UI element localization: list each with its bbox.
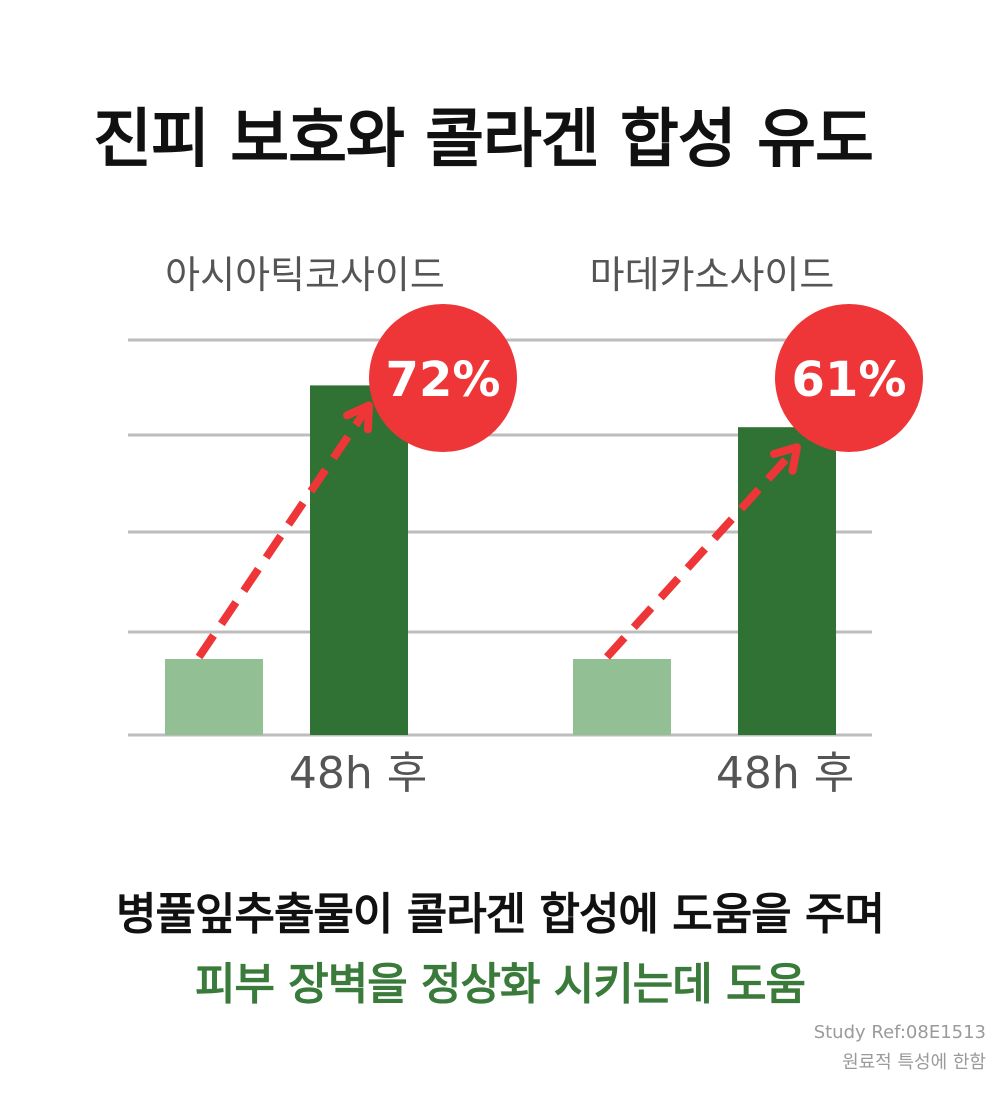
- trend-arrow-line: [195, 403, 373, 660]
- bar-baseline: [573, 659, 671, 735]
- bar-48h: [738, 427, 836, 735]
- bar-chart: 아시아틱코사이드 48h 후 72% 마데카소사이드 48h 후 61%: [128, 253, 923, 799]
- caption-line-2: 피부 장벽을 정상화 시키는데 도움: [195, 959, 806, 1010]
- caption-line-1: 병풀잎추출물이 콜라겐 합성에 도움을 주며: [116, 889, 885, 940]
- chart-title: 마데카소사이드: [590, 253, 835, 297]
- trend-arrow-head: [343, 401, 373, 434]
- chart-title: 아시아틱코사이드: [165, 253, 445, 297]
- trend-arrow-head: [769, 443, 801, 475]
- percent-badge-label: 61%: [792, 352, 907, 408]
- page-title: 진피 보호와 콜라겐 합성 유도: [93, 103, 874, 177]
- trend-arrow-line: [604, 444, 800, 660]
- study-reference: Study Ref:08E1513: [813, 1022, 986, 1043]
- footnote-note: 원료적 특성에 한함: [842, 1052, 986, 1073]
- x-tick-label: 48h 후: [289, 748, 427, 799]
- bar-baseline: [165, 659, 263, 735]
- percent-badge: [369, 304, 517, 452]
- bar-48h: [310, 385, 408, 735]
- percent-badge-label: 72%: [386, 352, 501, 408]
- percent-badge: [775, 304, 923, 452]
- x-tick-label: 48h 후: [716, 748, 854, 799]
